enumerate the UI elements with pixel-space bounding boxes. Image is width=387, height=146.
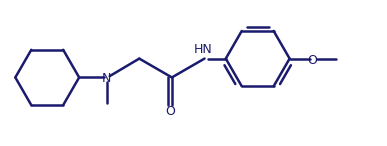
Text: O: O: [165, 105, 175, 118]
Text: O: O: [307, 54, 317, 67]
Text: N: N: [102, 72, 111, 85]
Text: HN: HN: [194, 43, 212, 56]
